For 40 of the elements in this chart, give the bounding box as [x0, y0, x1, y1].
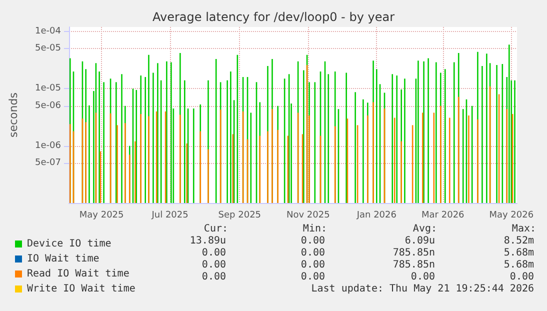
legend-label: Write IO Wait time	[27, 284, 136, 294]
text: Max:	[512, 224, 536, 234]
text: 0.00	[300, 260, 326, 270]
chart-title: Average latency for /dev/loop0 - by year	[152, 10, 395, 24]
x-tick-label: Mar 2026	[422, 210, 465, 220]
text: Last update: Thu May 21 19:25:44 2026	[311, 284, 534, 294]
text: 8.52m	[504, 236, 534, 246]
y-tick-label: 5e-07	[35, 158, 61, 168]
legend-label: Read IO Wait time	[27, 268, 130, 280]
text: 0.00	[202, 248, 226, 258]
text: 0.00	[300, 248, 326, 258]
y-axis-title: seconds	[7, 92, 20, 138]
x-tick-label: Jul 2025	[150, 210, 188, 220]
x-tick-label: Sep 2025	[218, 210, 262, 220]
y-tick-label: 1e-04	[35, 26, 62, 37]
text: 13.89u	[190, 236, 226, 246]
legend-label: IO Wait time	[27, 254, 100, 264]
text: 5.68m	[504, 260, 534, 270]
text: Cur:	[204, 224, 228, 234]
x-tick-label: May 2026	[489, 210, 534, 220]
text: 785.85n	[392, 248, 436, 258]
legend-label: Device IO time	[27, 238, 112, 250]
text: 0.00	[410, 272, 436, 282]
text: 0.00	[300, 272, 326, 282]
y-tick-label: 5e-06	[35, 100, 62, 111]
text: Avg:	[412, 224, 438, 234]
text: 0.00	[510, 272, 534, 282]
x-tick-label: Jan 2026	[356, 210, 397, 220]
y-tick-label: 5e-05	[35, 44, 61, 54]
text: 785.85n	[392, 260, 436, 270]
text: Min:	[302, 224, 328, 234]
x-tick-label: May 2025	[79, 210, 124, 220]
text: 6.09u	[404, 236, 436, 246]
y-tick-label: 1e-05	[35, 84, 61, 94]
text: 5.68m	[504, 248, 534, 258]
text: 0.00	[300, 236, 326, 246]
text: 0.00	[202, 260, 226, 270]
text: 0.00	[202, 272, 226, 282]
y-tick-label: 1e-06	[35, 140, 62, 151]
x-tick-label: Nov 2025	[286, 210, 330, 220]
